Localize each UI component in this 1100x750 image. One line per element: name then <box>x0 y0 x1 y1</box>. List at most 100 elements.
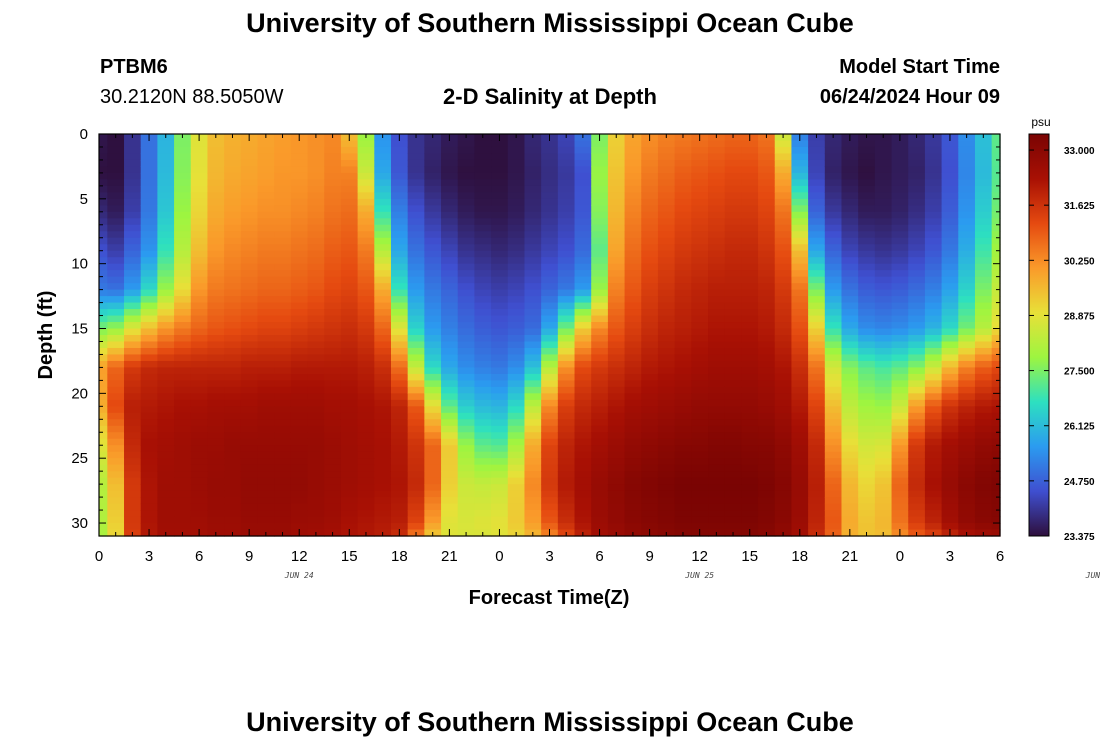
heatmap-cell <box>908 510 926 518</box>
heatmap-cell <box>424 341 442 349</box>
heatmap-cell <box>641 458 659 466</box>
heatmap-cell <box>157 283 175 291</box>
heatmap-cell <box>891 140 909 148</box>
heatmap-cell <box>674 510 692 518</box>
heatmap-cell <box>958 510 976 518</box>
heatmap-cell <box>708 490 726 498</box>
heatmap-cell <box>908 244 926 252</box>
y-axis-title: Depth (ft) <box>35 291 57 380</box>
heatmap-cell <box>624 412 642 420</box>
heatmap-cell <box>691 185 709 193</box>
heatmap-cell <box>474 386 492 394</box>
heatmap-cell <box>891 315 909 323</box>
heatmap-cell <box>791 250 809 258</box>
heatmap-cell <box>424 296 442 304</box>
heatmap-cell <box>107 490 125 498</box>
heatmap-cell <box>607 503 626 511</box>
heatmap-cell <box>557 159 576 168</box>
heatmap-cell <box>441 192 459 200</box>
heatmap-cell <box>240 224 259 232</box>
heatmap-cell <box>824 484 843 492</box>
heatmap-cell <box>908 399 926 407</box>
heatmap-cell <box>374 231 392 239</box>
x-tick-label: 21 <box>841 548 858 565</box>
heatmap-cell <box>641 490 659 498</box>
heatmap-cell <box>257 192 275 200</box>
heatmap-cell <box>908 166 926 174</box>
heatmap-cell <box>374 458 392 466</box>
heatmap-cell <box>324 192 342 200</box>
heatmap-cell <box>524 328 542 336</box>
heatmap-cell <box>624 438 642 446</box>
heatmap-cell <box>874 237 893 245</box>
heatmap-cell <box>124 211 142 219</box>
heatmap-cell <box>107 386 125 394</box>
heatmap-cell <box>724 244 742 252</box>
heatmap-cell <box>874 250 893 258</box>
heatmap-cell <box>157 503 175 511</box>
heatmap-cell <box>858 179 876 187</box>
heatmap-cell <box>657 328 676 336</box>
heatmap-cell <box>307 328 325 336</box>
heatmap-cell <box>741 360 759 369</box>
heatmap-cell <box>224 425 242 433</box>
heatmap-cell <box>240 406 259 414</box>
heatmap-cell <box>557 237 576 245</box>
heatmap-cell <box>991 302 1001 310</box>
heatmap-cell <box>808 503 826 511</box>
heatmap-cell <box>924 153 943 161</box>
heatmap-cell <box>841 360 859 369</box>
heatmap-cell <box>207 451 225 459</box>
heatmap-cell <box>357 523 375 531</box>
heatmap-cell <box>624 172 642 180</box>
heatmap-cell <box>441 270 459 278</box>
heatmap-cell <box>324 231 342 239</box>
heatmap-cell <box>374 224 392 232</box>
heatmap-cell <box>190 309 209 317</box>
heatmap-cell <box>991 458 1001 466</box>
heatmap-cell <box>157 399 175 407</box>
heatmap-cell <box>390 328 409 336</box>
heatmap-cell <box>541 399 559 407</box>
heatmap-cell <box>741 276 759 284</box>
heatmap-cell <box>257 244 275 252</box>
heatmap-cell <box>958 198 976 206</box>
heatmap-cell <box>424 205 442 213</box>
heatmap-cell <box>340 412 359 420</box>
heatmap-cell <box>858 386 876 394</box>
heatmap-cell <box>808 451 826 459</box>
heatmap-cell <box>240 309 259 317</box>
heatmap-cell <box>99 270 108 278</box>
heatmap-cell <box>290 354 309 362</box>
heatmap-cell <box>908 386 926 394</box>
heatmap-cell <box>808 205 826 213</box>
heatmap-cell <box>574 523 592 531</box>
heatmap-cell <box>724 497 742 505</box>
heatmap-cell <box>858 309 876 317</box>
heatmap-cell <box>507 477 526 485</box>
heatmap-cell <box>991 218 1001 226</box>
heatmap-cell <box>307 276 325 284</box>
heatmap-cell <box>124 159 142 168</box>
heatmap-cell <box>607 192 626 200</box>
heatmap-cell <box>841 386 859 394</box>
heatmap-cell <box>708 419 726 427</box>
heatmap-cell <box>190 276 209 284</box>
heatmap-cell <box>190 373 209 381</box>
heatmap-cell <box>424 432 442 440</box>
heatmap-cell <box>474 276 492 284</box>
heatmap-cell <box>507 250 526 258</box>
heatmap-cell <box>808 140 826 148</box>
heatmap-cell <box>99 192 108 200</box>
heatmap-cell <box>491 341 509 349</box>
heatmap-cell <box>758 276 776 284</box>
heatmap-cell <box>107 412 125 420</box>
heatmap-cell <box>758 445 776 453</box>
heatmap-cell <box>641 516 659 524</box>
heatmap-cell <box>390 406 409 414</box>
heatmap-cell <box>591 198 609 206</box>
heatmap-cell <box>958 205 976 213</box>
heatmap-cell <box>591 263 609 271</box>
heatmap-cell <box>457 159 476 168</box>
heatmap-cell <box>99 315 108 323</box>
